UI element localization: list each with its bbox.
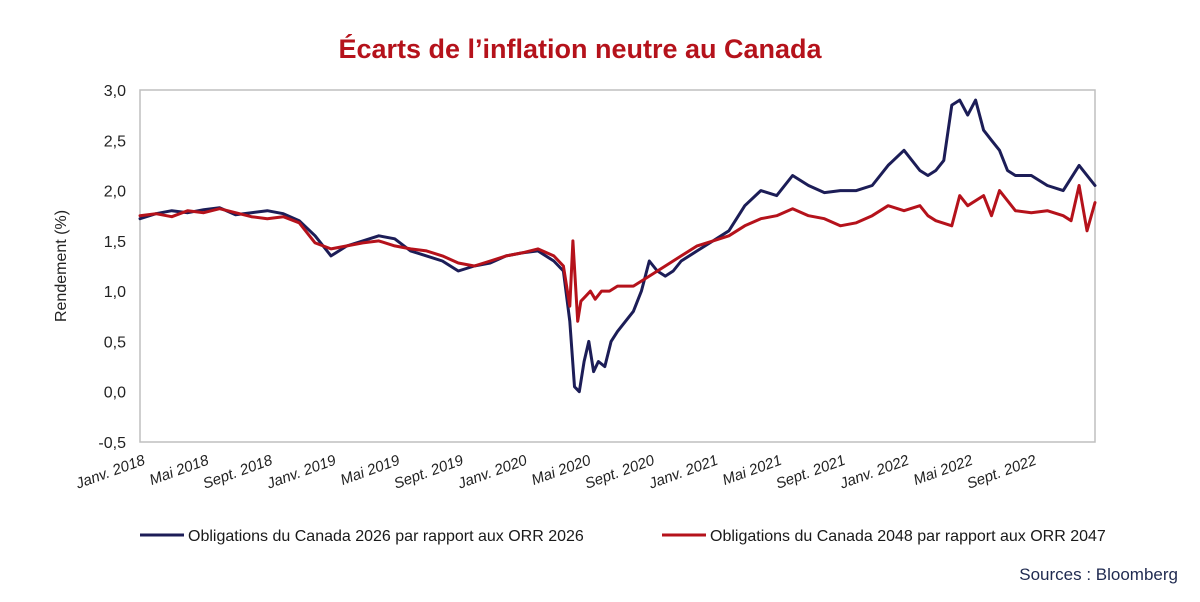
series-line-2: [138, 184, 1097, 323]
axes: 3,0 2,5 2,0 1,5 1,0 0,5 0,0 -0,5 Rendement (%) Ja…: [53, 83, 1096, 493]
x-tick-label: Mai 2022: [911, 452, 975, 489]
x-tick-label: Mai 2019: [338, 452, 402, 489]
y-tick-label: 3,0: [104, 83, 126, 100]
x-tick-label: Mai 2018: [147, 452, 211, 489]
y-tick-label: 0,5: [104, 334, 126, 351]
series-line-1: [138, 98, 1097, 394]
plot-frame: [139, 89, 1096, 443]
y-tick-label: 0,0: [104, 385, 126, 402]
x-tick-label: Sept. 2020: [583, 452, 658, 493]
y-tick-label: 1,5: [104, 234, 126, 251]
x-tick-label: Janv. 2021: [646, 452, 721, 493]
y-tick-label: 2,0: [104, 184, 126, 201]
legend: Obligations du Canada 2026 par rapport a…: [140, 528, 1106, 545]
y-tick-label: 2,5: [104, 133, 126, 150]
y-axis-label: Rendement (%): [53, 210, 70, 322]
legend-label: Obligations du Canada 2048 par rapport a…: [710, 528, 1106, 545]
x-tick-label: Mai 2021: [720, 452, 784, 489]
x-tick-label: Sept. 2022: [965, 452, 1040, 493]
x-tick-label: Janv. 2022: [837, 452, 912, 493]
x-tick-label: Sept. 2021: [774, 452, 848, 493]
y-tick-label: 1,0: [104, 284, 126, 301]
x-tick-label: Sept. 2019: [392, 452, 467, 493]
x-tick-label: Janv. 2020: [455, 452, 530, 493]
series-lines: [138, 98, 1097, 394]
y-tick-label: -0,5: [98, 435, 126, 452]
chart-title: Écarts de l’inflation neutre au Canada: [338, 33, 822, 64]
x-tick-label: Sept. 2018: [201, 452, 276, 493]
legend-label: Obligations du Canada 2026 par rapport a…: [188, 528, 584, 545]
x-tick-label: Janv. 2018: [73, 452, 148, 493]
x-tick-label: Janv. 2019: [264, 452, 339, 493]
source-note: Sources : Bloomberg: [1019, 565, 1178, 584]
x-tick-label: Mai 2020: [529, 452, 593, 489]
